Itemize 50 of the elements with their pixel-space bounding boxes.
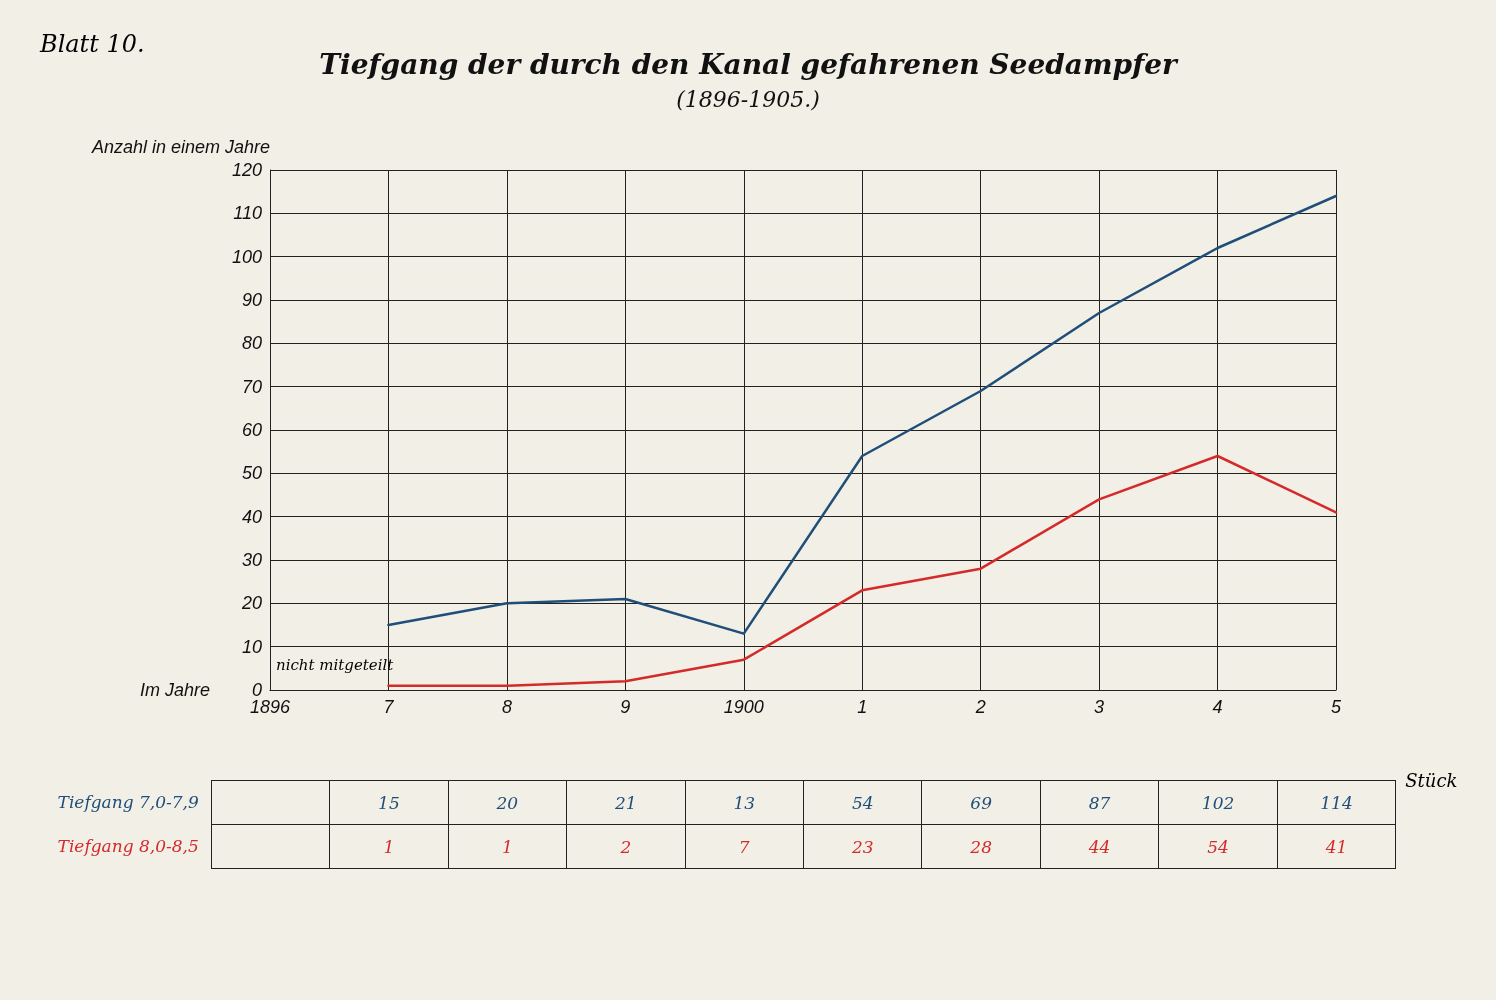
data-label: 23 <box>803 824 923 869</box>
x-tick-label: 1 <box>857 697 868 717</box>
y-tick-label: 40 <box>241 506 262 527</box>
text: Stück <box>1405 770 1458 791</box>
data-label: 54 <box>1158 824 1278 869</box>
chart-title: Tiefgang der durch den Kanal gefahrenen Seedampfer <box>319 47 1179 81</box>
x-tick-label: 4 <box>1212 697 1223 717</box>
x-tick-label: 9 <box>620 697 631 717</box>
data-label: 41 <box>1276 824 1397 869</box>
y-axis-title: Anzahl in einem Jahre <box>90 137 270 157</box>
data-label: 44 <box>1039 824 1160 869</box>
data-label: 87 <box>1039 780 1160 825</box>
y-tick-label: 110 <box>233 203 262 224</box>
x-tick-label: 7 <box>383 697 395 717</box>
y-tick-label: 90 <box>241 290 262 310</box>
x-axis-title: Im Jahre <box>139 680 210 700</box>
x-tick-label: 1900 <box>723 697 764 717</box>
y-tick-label: 20 <box>240 593 262 614</box>
text: Tiefgang 8,0-8,5 <box>56 835 199 858</box>
y-tick-label: 50 <box>241 463 262 484</box>
data-label: 15 <box>329 780 449 825</box>
data-label: 21 <box>566 780 686 825</box>
y-tick-label: 0 <box>251 680 262 700</box>
data-label: 7 <box>684 824 804 869</box>
y-tick-label: 100 <box>231 246 262 267</box>
data-label: 69 <box>921 780 1041 825</box>
x-tick-label: 1896 <box>249 697 292 717</box>
data-label: 13 <box>684 780 804 825</box>
y-tick-label: 10 <box>241 636 262 657</box>
text: Blatt 10. <box>40 30 145 58</box>
x-tick-label: 3 <box>1094 697 1105 717</box>
data-label: 1 <box>329 824 449 869</box>
text: Tiefgang 7,0-7,9 <box>56 791 199 814</box>
chart-subtitle: (1896-1905.) <box>676 86 820 112</box>
data-label: 54 <box>803 780 923 825</box>
x-tick-label: 5 <box>1330 697 1342 717</box>
data-label: 114 <box>1276 780 1397 825</box>
y-tick-label: 120 <box>231 160 262 180</box>
y-tick-label: 70 <box>241 376 262 397</box>
x-tick-label: 2 <box>974 697 986 717</box>
data-label: 2 <box>566 824 686 869</box>
data-label: 28 <box>921 824 1041 869</box>
line-series <box>387 194 1338 635</box>
y-tick-label: 60 <box>241 420 262 440</box>
data-label: 1 <box>447 824 568 869</box>
data-label: 102 <box>1158 780 1278 825</box>
y-tick-label: 80 <box>241 333 262 354</box>
x-tick-label: 8 <box>501 697 512 717</box>
y-tick-label: 30 <box>241 550 262 570</box>
data-label: 20 <box>447 780 568 825</box>
